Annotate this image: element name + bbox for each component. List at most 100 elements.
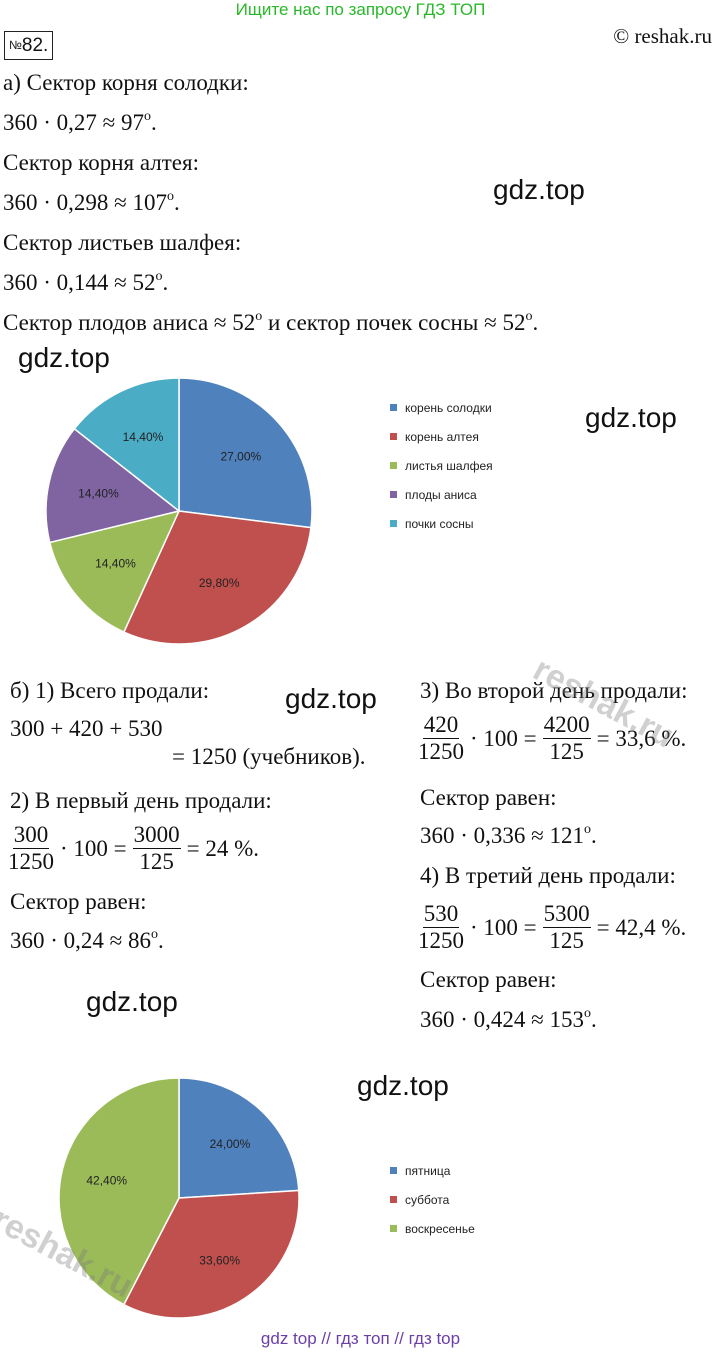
legend-entry: суббота [390, 1185, 475, 1214]
b3-sector-calc: 360 · 0,336 ≈ 121o. [420, 823, 597, 849]
pie-slice [178, 377, 313, 529]
degree-sign: o [584, 822, 592, 837]
legend-swatch [390, 1167, 397, 1174]
legend-swatch [390, 520, 397, 527]
fraction: 530 1250 [418, 901, 464, 954]
period: . [158, 928, 164, 953]
line-a-3: Сектор корня алтея: [3, 150, 199, 175]
result-percent: = 24 %. [186, 835, 260, 861]
pie-chart-herbs: 27,00% 29,80% 14,40% 14,40% 14,40% [45, 377, 313, 645]
b3-formula: 420 1250 · 100 = 4200 125 = 33,6 %. [418, 712, 686, 765]
gdz-watermark: gdz.top [357, 1070, 449, 1101]
legend-swatch [390, 462, 397, 469]
task-number-value: 82. [21, 35, 49, 56]
denominator: 1250 [8, 849, 54, 874]
legend-swatch [390, 433, 397, 440]
calc-licorice: 360 · 0,27 ≈ 97 [3, 110, 145, 135]
line-a-4: 360 · 0,298 ≈ 107o. [3, 190, 180, 216]
pie-slice [122, 1189, 300, 1319]
numerator: 4200 [542, 712, 591, 739]
b3-sector-label: Сектор равен: [420, 785, 557, 810]
gdz-watermark: gdz.top [86, 986, 178, 1017]
degree-sign: o [151, 927, 159, 942]
line-a-1: а) Сектор корня солодки: [3, 70, 249, 95]
degree-sign: o [167, 189, 175, 204]
legend-entry: корень алтея [390, 422, 493, 451]
legend-label: воскресенье [405, 1221, 475, 1236]
calc-marshmallow: 360 · 0,298 ≈ 107 [3, 190, 168, 215]
period: . [532, 310, 539, 335]
fraction: 5300 125 [542, 901, 591, 954]
footer-links[interactable]: gdz top // гдз топ // гдз top [260, 1329, 461, 1348]
legend-entry: плоды аниса [390, 480, 493, 509]
slice-data-label: 42,40% [86, 1173, 127, 1187]
line-a-7: Сектор плодов аниса ≈ 52o и сектор почек… [3, 310, 538, 336]
multiply-100: · 100 = [470, 914, 537, 940]
legend-label: почки сосны [405, 516, 474, 531]
anise-sector: Сектор плодов аниса ≈ 52 [3, 310, 256, 335]
slice-data-label: 29,80% [199, 576, 240, 590]
legend-label: корень алтея [405, 429, 479, 444]
line-a-2: 360 · 0,27 ≈ 97o. [3, 110, 157, 136]
degree-sign: o [155, 269, 163, 284]
numerator: 420 [422, 712, 460, 739]
legend-swatch [390, 404, 397, 411]
b4-sector-calc: 360 · 0,424 ≈ 153o. [420, 1007, 597, 1033]
b1-title: б) 1) Всего продали: [10, 678, 210, 703]
b2-title: 2) В первый день продали: [10, 788, 272, 813]
denominator: 1250 [418, 928, 464, 953]
legend-label: листья шалфея [405, 458, 493, 473]
pine-sector: и сектор почек сосны ≈ 52 [262, 310, 526, 335]
denominator: 1250 [418, 739, 464, 764]
slice-data-label: 14,40% [123, 430, 164, 444]
slice-data-label: 14,40% [95, 557, 136, 571]
slice-data-label: 14,40% [78, 487, 119, 501]
line-a-6: 360 · 0,144 ≈ 52o. [3, 270, 168, 296]
task-number: №82. [4, 31, 54, 60]
legend-swatch [390, 1225, 397, 1232]
period: . [591, 823, 597, 848]
period: . [591, 1007, 597, 1032]
denominator: 125 [549, 928, 584, 953]
calc-saturday: 360 · 0,336 ≈ 121 [420, 823, 585, 848]
result-percent: = 33,6 %. [596, 725, 687, 751]
pie-slice [58, 1077, 180, 1306]
multiply-100: · 100 = [60, 835, 127, 861]
numerator: 300 [12, 822, 50, 849]
degree-sign: o [525, 309, 533, 324]
denominator: 125 [139, 849, 174, 874]
numerator: 530 [422, 901, 460, 928]
pie-slice [48, 509, 181, 634]
gdz-watermark: gdz.top [18, 342, 110, 373]
legend-label: плоды аниса [405, 487, 477, 502]
legend-days: пятница суббота воскресенье [390, 1156, 475, 1243]
slice-data-label: 33,60% [199, 1253, 240, 1267]
calc-sunday: 360 · 0,424 ≈ 153 [420, 1007, 585, 1032]
legend-label: корень солодки [405, 400, 492, 415]
b4-formula: 530 1250 · 100 = 5300 125 = 42,4 %. [418, 901, 686, 954]
number-sign: № [9, 38, 22, 52]
pie-slice [73, 377, 180, 513]
b2-sector-calc: 360 · 0,24 ≈ 86o. [10, 928, 164, 954]
degree-sign: o [255, 309, 263, 324]
line-a-5: Сектор листьев шалфея: [3, 230, 242, 255]
denominator: 125 [549, 739, 584, 764]
search-banner[interactable]: Ищите нас по запросу ГДЗ ТОП [235, 0, 486, 19]
slice-data-label: 24,00% [210, 1137, 251, 1151]
numerator: 5300 [542, 901, 591, 928]
pie-slice [45, 427, 181, 544]
fraction: 4200 125 [542, 712, 591, 765]
pie-slice [178, 1077, 300, 1199]
b2-formula: 300 1250 · 100 = 3000 125 = 24 %. [8, 822, 259, 875]
period: . [162, 270, 169, 295]
gdz-watermark: gdz.top [493, 174, 585, 205]
calc-sage: 360 · 0,144 ≈ 52 [3, 270, 156, 295]
gdz-watermark: gdz.top [285, 683, 377, 714]
multiply-100: · 100 = [470, 725, 537, 751]
pie-chart-days: 24,00% 33,60% 42,40% [58, 1077, 300, 1319]
numerator: 3000 [132, 822, 181, 849]
legend-swatch [390, 1196, 397, 1203]
legend-entry: корень солодки [390, 393, 493, 422]
b2-sector-label: Сектор равен: [10, 889, 147, 914]
legend-entry: пятница [390, 1156, 475, 1185]
